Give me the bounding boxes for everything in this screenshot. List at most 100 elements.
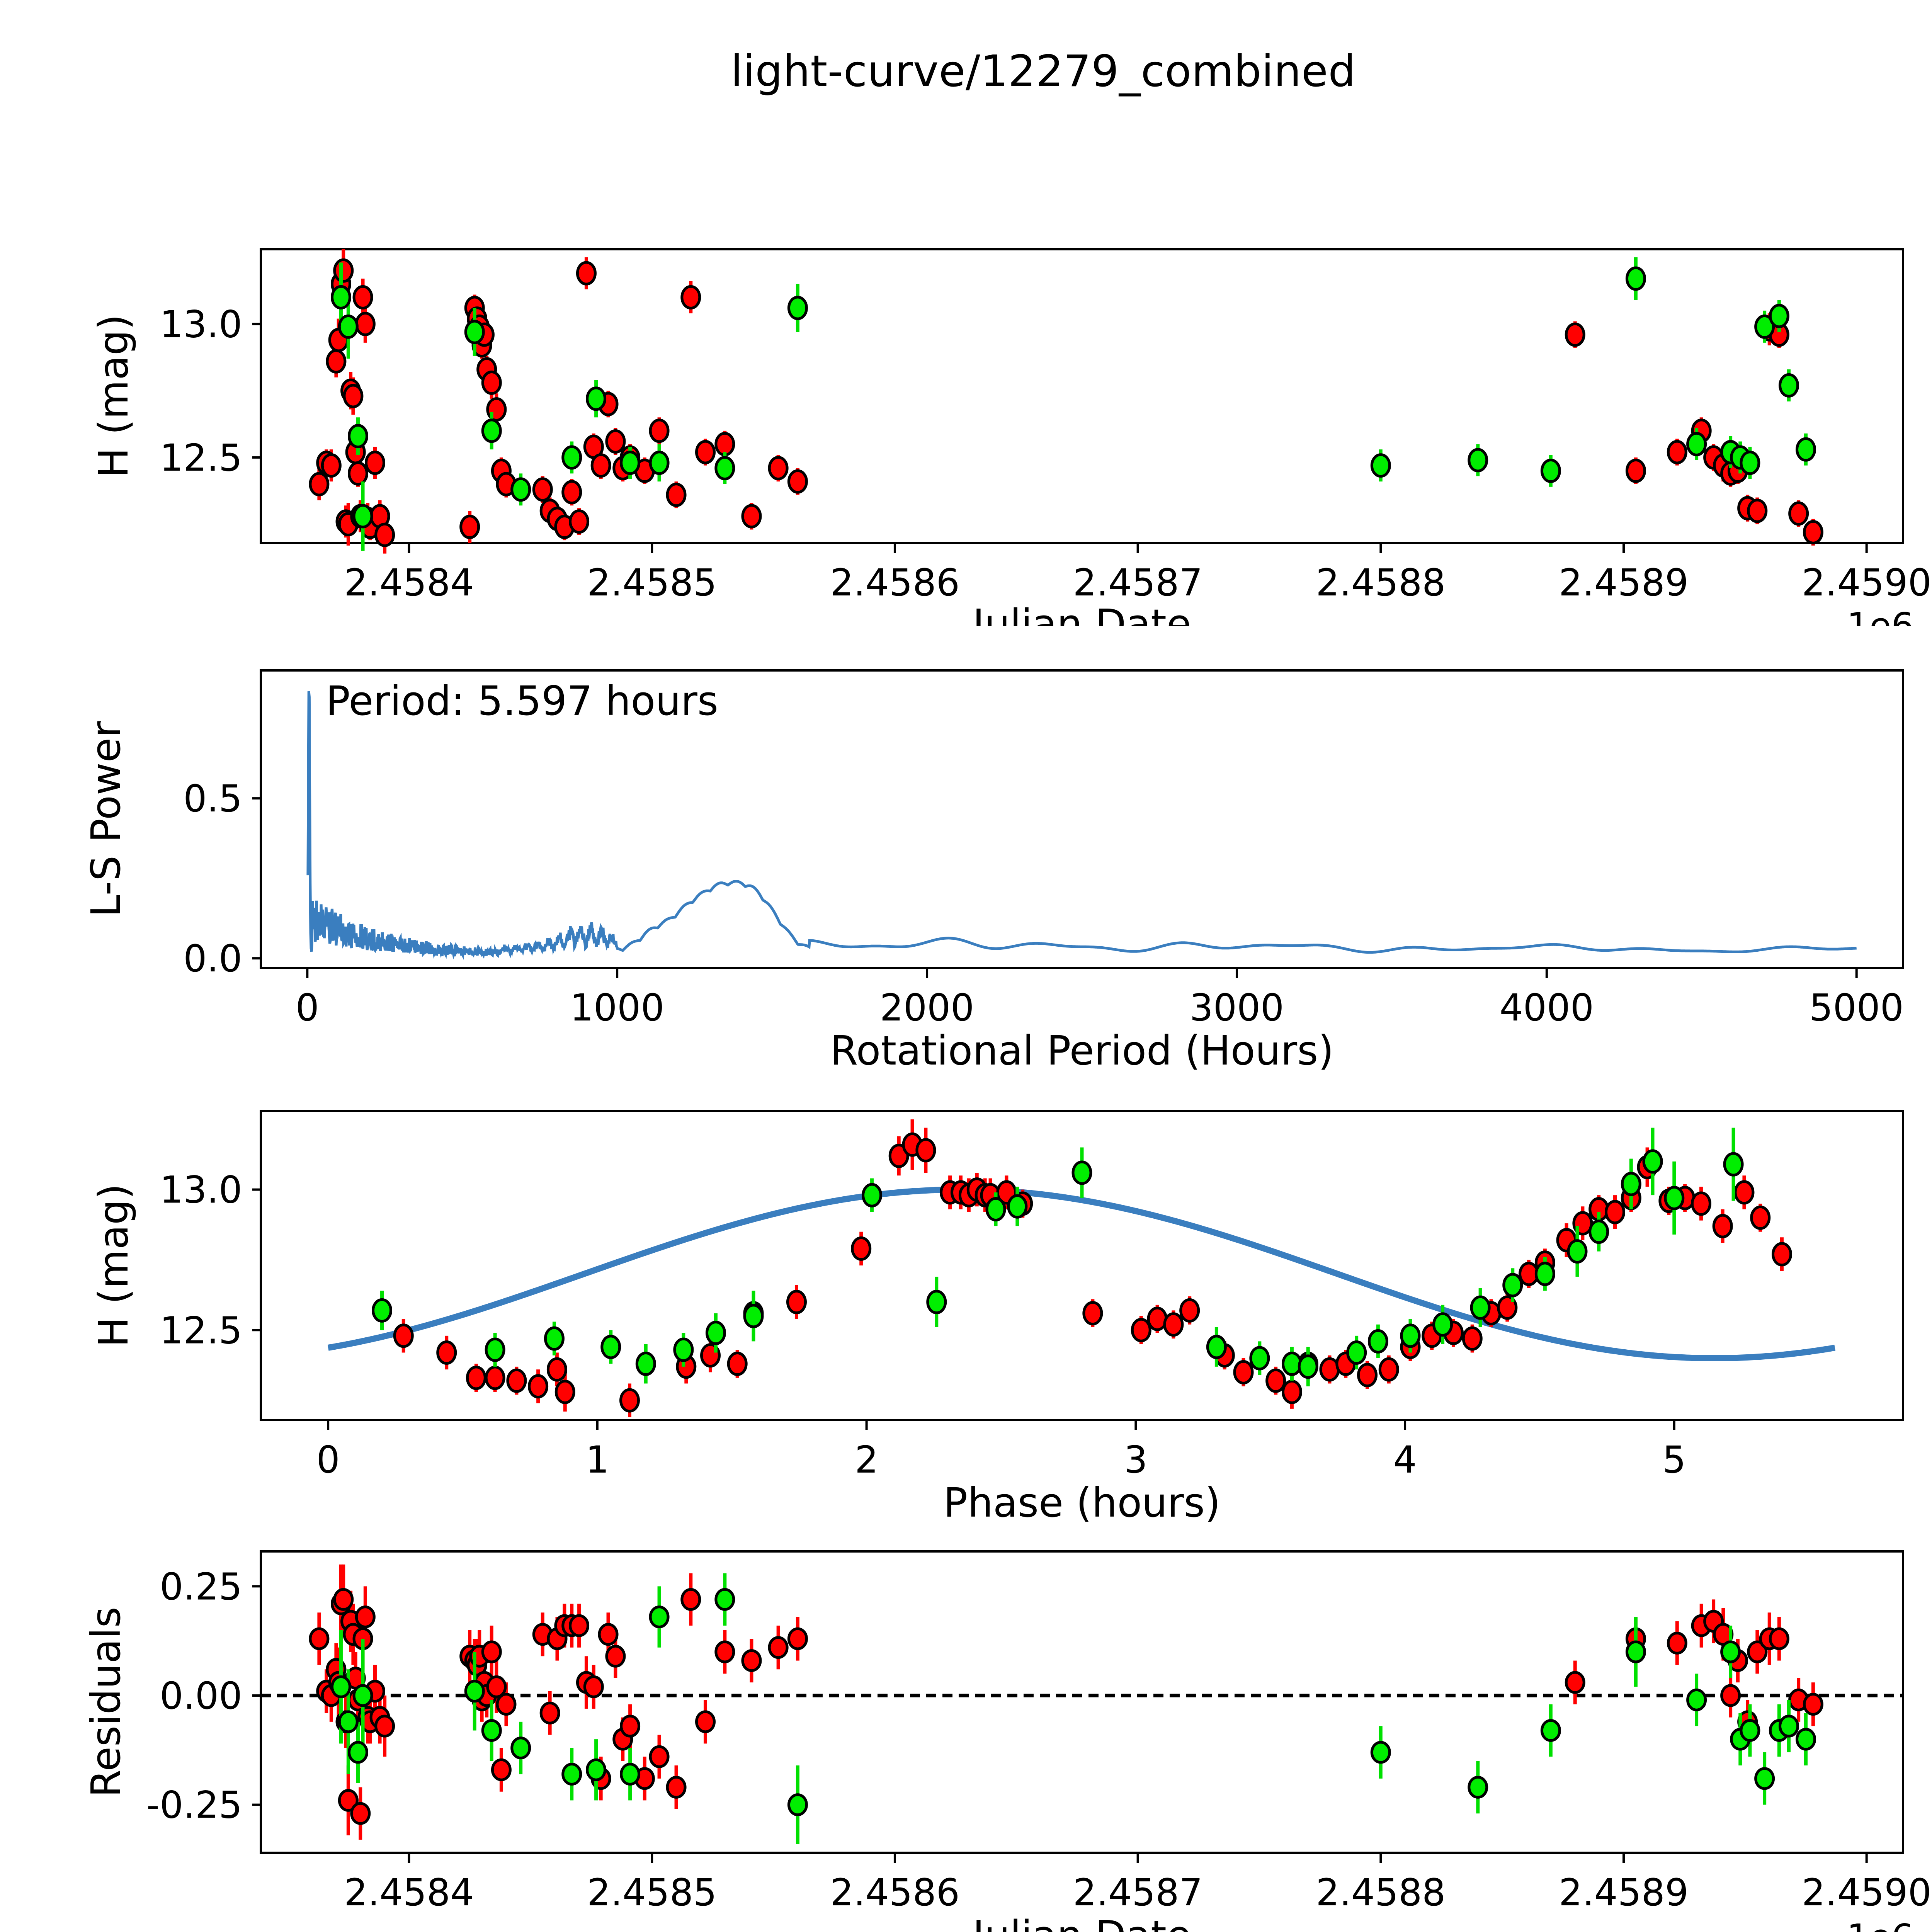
- y-tick-label: 13.0: [160, 303, 242, 346]
- data-point: [506, 1368, 527, 1393]
- data-point: [1497, 1295, 1518, 1320]
- data-point: [1567, 1239, 1588, 1264]
- panel-phase: 13.0 12.5 H (mag) 0 1 2 3 4 5 Phase (hours): [0, 1097, 1932, 1553]
- data-point: [605, 429, 626, 454]
- data-point: [1588, 1219, 1609, 1244]
- data-point: [326, 349, 347, 374]
- data-point: [1712, 1214, 1733, 1238]
- data-point: [985, 1197, 1006, 1222]
- data-point: [768, 1636, 789, 1659]
- data-point: [1468, 1776, 1488, 1799]
- data-point: [1534, 1262, 1555, 1286]
- data-point: [343, 384, 364, 408]
- page-title: light-curve/12279_combined: [731, 46, 1356, 97]
- data-point: [355, 311, 376, 336]
- x-tick-label: 3000: [1190, 986, 1284, 1029]
- data-point: [1642, 1149, 1663, 1174]
- x-tick-label: 2.4590: [1802, 1871, 1932, 1914]
- data-point: [554, 1379, 575, 1404]
- data-point: [338, 314, 359, 339]
- phase-data: [372, 1119, 1792, 1417]
- data-point: [561, 445, 582, 470]
- data-point: [347, 1741, 368, 1764]
- data-point: [1803, 1693, 1823, 1716]
- data-point: [352, 285, 373, 310]
- data-point: [635, 1352, 656, 1376]
- data-point: [1625, 1640, 1646, 1663]
- y-tick-label: 0.00: [160, 1674, 242, 1718]
- data-point: [1621, 1172, 1641, 1196]
- data-point: [1007, 1194, 1028, 1219]
- data-point: [862, 1183, 883, 1208]
- y-tick-label: 0.5: [183, 777, 242, 820]
- data-point: [393, 1323, 414, 1348]
- x-offset-label: 1e6: [1847, 605, 1914, 626]
- data-point: [1686, 432, 1707, 456]
- y-axis-label: H (mag): [90, 314, 137, 478]
- data-point: [1754, 314, 1775, 339]
- data-point: [1667, 1631, 1687, 1655]
- x-tick-label: 2.4590: [1802, 561, 1932, 604]
- data-point: [787, 469, 808, 494]
- data-point: [787, 1793, 808, 1816]
- data-point: [372, 1298, 393, 1323]
- data-point: [727, 1352, 748, 1376]
- data-point: [1686, 1688, 1707, 1711]
- data-point: [680, 1588, 701, 1611]
- data-point: [695, 1710, 716, 1733]
- data-point: [786, 1290, 807, 1315]
- residuals-data: [309, 1564, 1823, 1844]
- data-point: [544, 1326, 565, 1351]
- phase-folded-plot: 13.0 12.5 H (mag) 0 1 2 3 4 5 Phase (hours): [90, 1110, 1904, 1526]
- data-point: [620, 1714, 641, 1738]
- data-point: [347, 424, 368, 449]
- data-point: [714, 1588, 735, 1611]
- x-tick-label: 2.4587: [1073, 561, 1203, 604]
- data-point: [649, 451, 670, 475]
- data-point: [620, 451, 641, 475]
- x-tick-label: 2.4586: [830, 561, 960, 604]
- data-point: [364, 451, 385, 475]
- sinusoid-fit-line: [327, 1186, 1836, 1361]
- data-point: [1540, 1719, 1561, 1742]
- data-point: [1565, 1671, 1585, 1694]
- data-point: [338, 1789, 359, 1812]
- data-point: [680, 285, 701, 310]
- x-tick-label: 0: [296, 986, 319, 1029]
- data-point: [1163, 1312, 1184, 1337]
- x-axis-label: Julian Date: [970, 600, 1191, 626]
- periodogram-plot: 0.5 0.0 L-S Power 0 1000 2000 3000 4000 5000 Rota…: [82, 669, 1904, 1074]
- data-point: [649, 418, 670, 443]
- data-point: [485, 1337, 505, 1362]
- data-point: [598, 1623, 619, 1646]
- data-point: [466, 1366, 486, 1390]
- data-point: [590, 453, 611, 478]
- periodogram-trace: [306, 691, 1857, 960]
- x-axis-label: Julian Date: [970, 1912, 1191, 1932]
- data-point: [673, 1337, 694, 1362]
- data-point: [1750, 1205, 1771, 1230]
- data-point: [741, 1649, 762, 1672]
- x-tick-label: 2.4589: [1559, 1871, 1689, 1914]
- data-point: [1357, 1363, 1378, 1388]
- data-point: [1370, 453, 1391, 478]
- panel-residuals: 0.25 0.00 -0.25 Residuals 2.4584 2.4585 2.4586…: [0, 1538, 1932, 1932]
- y-tick-label: 12.5: [160, 436, 242, 480]
- data-point: [1265, 1368, 1286, 1393]
- data-point: [695, 440, 716, 464]
- data-point: [436, 1340, 457, 1365]
- data-point: [583, 1675, 604, 1698]
- data-point: [741, 504, 762, 529]
- data-point: [1747, 1640, 1768, 1663]
- data-point: [1796, 437, 1816, 462]
- data-point: [496, 1693, 517, 1716]
- data-point: [330, 285, 351, 310]
- data-point: [1432, 1312, 1453, 1337]
- data-point: [1071, 1160, 1092, 1185]
- data-point: [1233, 1360, 1254, 1384]
- data-point: [1625, 266, 1646, 291]
- x-axis-label: Rotational Period (Hours): [830, 1027, 1334, 1074]
- data-point: [374, 1714, 395, 1738]
- y-tick-label: 13.0: [160, 1168, 242, 1212]
- data-point: [486, 1675, 507, 1698]
